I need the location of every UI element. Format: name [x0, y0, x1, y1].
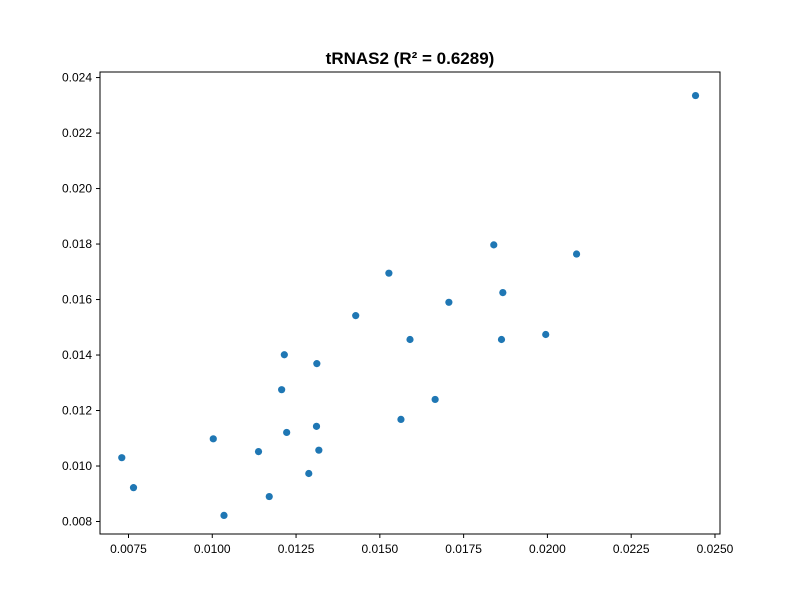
x-tick-label: 0.0100: [194, 542, 231, 556]
data-point: [313, 360, 321, 368]
data-point: [572, 250, 581, 258]
x-tick-label: 0.0175: [445, 542, 482, 556]
data-point: [385, 269, 393, 277]
data-point: [397, 415, 405, 424]
chart-title: tRNAS2 (R² = 0.6289): [326, 49, 495, 68]
data-point: [305, 469, 313, 478]
x-tick-label: 0.0200: [529, 542, 566, 556]
y-axis: 0.008 0.010 0.012 0.014 0.016 0.018 0.020 0.022…: [62, 71, 100, 529]
x-tick-label: 0.0125: [278, 542, 315, 556]
data-point: [406, 335, 414, 344]
y-tick-label: 0.020: [62, 182, 92, 196]
data-point: [220, 511, 228, 520]
data-point: [129, 484, 138, 492]
x-tick-label: 0.0250: [697, 542, 734, 556]
plot-frame: [99, 71, 721, 535]
data-point: [265, 492, 273, 501]
data-point: [431, 395, 439, 404]
y-tick-label: 0.024: [62, 71, 92, 85]
data-point: [490, 241, 498, 249]
y-tick-label: 0.012: [62, 404, 92, 418]
data-point: [118, 454, 126, 462]
y-tick-label: 0.016: [62, 293, 92, 307]
data-point: [312, 422, 321, 430]
data-point: [352, 312, 360, 320]
data-point: [691, 91, 700, 100]
data-point: [497, 335, 506, 344]
data-point: [445, 298, 453, 306]
y-tick-label: 0.014: [62, 348, 92, 362]
data-point: [254, 447, 263, 456]
y-tick-label: 0.010: [62, 459, 92, 473]
x-tick-label: 0.0075: [110, 542, 147, 556]
y-tick-label: 0.018: [62, 237, 92, 251]
data-point: [542, 330, 550, 339]
data-point: [315, 446, 323, 454]
data-points: [118, 91, 700, 520]
y-tick-label: 0.022: [62, 126, 92, 140]
data-point: [278, 386, 286, 394]
data-point: [280, 351, 288, 359]
y-tick-label: 0.008: [62, 515, 92, 529]
x-tick-label: 0.0225: [613, 542, 650, 556]
x-axis: 0.0075 0.0100 0.0125 0.0150 0.0175 0.0200 0.02…: [110, 534, 734, 556]
data-point: [283, 428, 291, 437]
data-point: [209, 435, 217, 443]
x-tick-label: 0.0150: [361, 542, 398, 556]
data-point: [499, 288, 507, 297]
